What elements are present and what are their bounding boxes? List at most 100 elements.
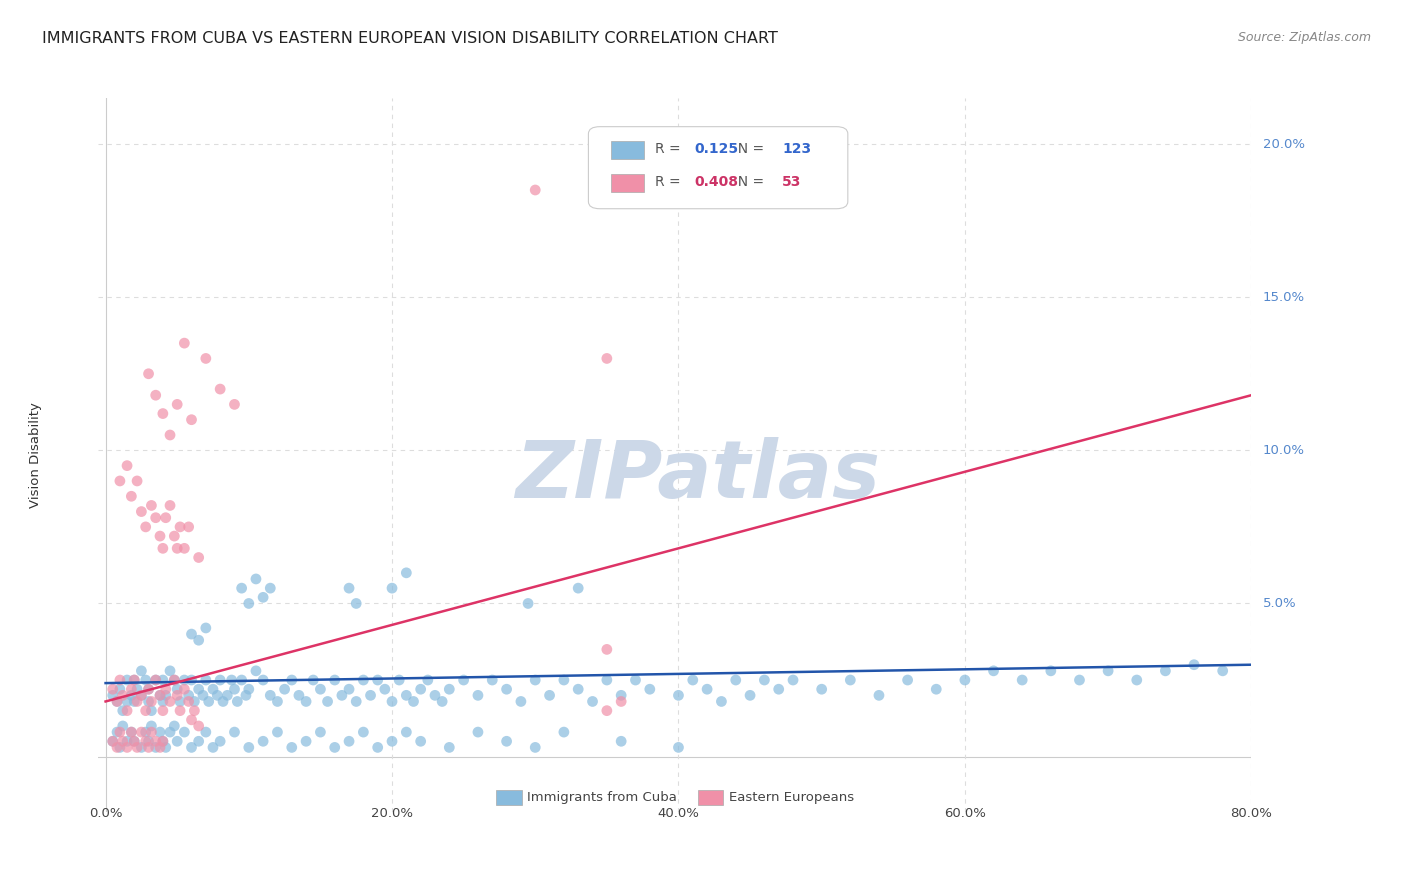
Point <box>423 689 446 703</box>
Point <box>337 682 360 697</box>
Point <box>122 673 145 687</box>
Point <box>155 510 177 524</box>
Point <box>131 505 153 519</box>
Point <box>194 725 217 739</box>
Point <box>352 725 374 739</box>
Point <box>173 682 195 697</box>
Point <box>108 474 131 488</box>
Point <box>120 725 142 739</box>
Point <box>138 740 160 755</box>
Point <box>509 694 531 708</box>
Point <box>201 682 224 697</box>
Point <box>120 682 142 697</box>
Point <box>524 183 547 197</box>
Point <box>122 694 145 708</box>
Point <box>624 673 647 687</box>
Point <box>668 689 690 703</box>
Point <box>309 682 332 697</box>
Point <box>295 694 318 708</box>
Point <box>467 689 489 703</box>
Text: Eastern Europeans: Eastern Europeans <box>730 791 855 804</box>
Point <box>122 734 145 748</box>
Point <box>166 397 188 411</box>
Point <box>381 581 404 595</box>
Point <box>155 740 177 755</box>
Point <box>374 682 396 697</box>
Point <box>238 682 260 697</box>
Point <box>281 740 304 755</box>
Point <box>596 673 619 687</box>
Point <box>173 336 195 351</box>
Point <box>337 734 360 748</box>
Point <box>538 689 561 703</box>
Point <box>1069 673 1091 687</box>
Point <box>395 689 418 703</box>
Point <box>682 673 704 687</box>
Point <box>135 734 157 748</box>
Point <box>149 740 172 755</box>
Point <box>152 704 174 718</box>
Point <box>115 734 138 748</box>
Point <box>163 529 186 543</box>
Point <box>173 541 195 556</box>
Point <box>180 673 202 687</box>
Point <box>467 725 489 739</box>
Point <box>309 725 332 739</box>
Point <box>135 704 157 718</box>
Text: 40.0%: 40.0% <box>658 807 699 820</box>
Point <box>115 694 138 708</box>
Point <box>1126 673 1149 687</box>
Point <box>710 694 733 708</box>
Point <box>983 664 1005 678</box>
Point <box>231 673 253 687</box>
Point <box>108 740 131 755</box>
Point <box>453 673 475 687</box>
Point <box>105 694 128 708</box>
Point <box>1182 657 1205 672</box>
Point <box>281 673 304 687</box>
Point <box>108 673 131 687</box>
Point <box>252 673 274 687</box>
Point <box>197 694 219 708</box>
Point <box>288 689 311 703</box>
Text: 53: 53 <box>782 176 801 189</box>
Point <box>610 689 633 703</box>
Text: R =: R = <box>655 143 685 156</box>
Point <box>344 597 367 611</box>
Point <box>127 682 149 697</box>
Point <box>224 682 246 697</box>
Point <box>127 740 149 755</box>
Point <box>163 673 186 687</box>
Point <box>266 694 288 708</box>
Point <box>169 520 191 534</box>
Point <box>152 734 174 748</box>
Point <box>135 725 157 739</box>
Point <box>120 725 142 739</box>
Point <box>302 673 325 687</box>
Point <box>169 704 191 718</box>
Bar <box>612 174 644 193</box>
Point <box>159 428 181 442</box>
Point <box>149 725 172 739</box>
Point <box>581 694 603 708</box>
Point <box>323 673 346 687</box>
Point <box>245 572 267 586</box>
Point <box>209 673 232 687</box>
Point <box>152 734 174 748</box>
Point <box>897 673 920 687</box>
Point <box>173 673 195 687</box>
Point <box>173 725 195 739</box>
Point <box>738 689 761 703</box>
Point <box>141 719 163 733</box>
Point <box>273 682 295 697</box>
Point <box>316 694 339 708</box>
Point <box>145 388 167 402</box>
Point <box>395 725 418 739</box>
Point <box>596 704 619 718</box>
Point <box>138 682 160 697</box>
Point <box>953 673 976 687</box>
Point <box>131 689 153 703</box>
FancyBboxPatch shape <box>588 127 848 209</box>
Point <box>596 351 619 366</box>
Point <box>754 673 776 687</box>
